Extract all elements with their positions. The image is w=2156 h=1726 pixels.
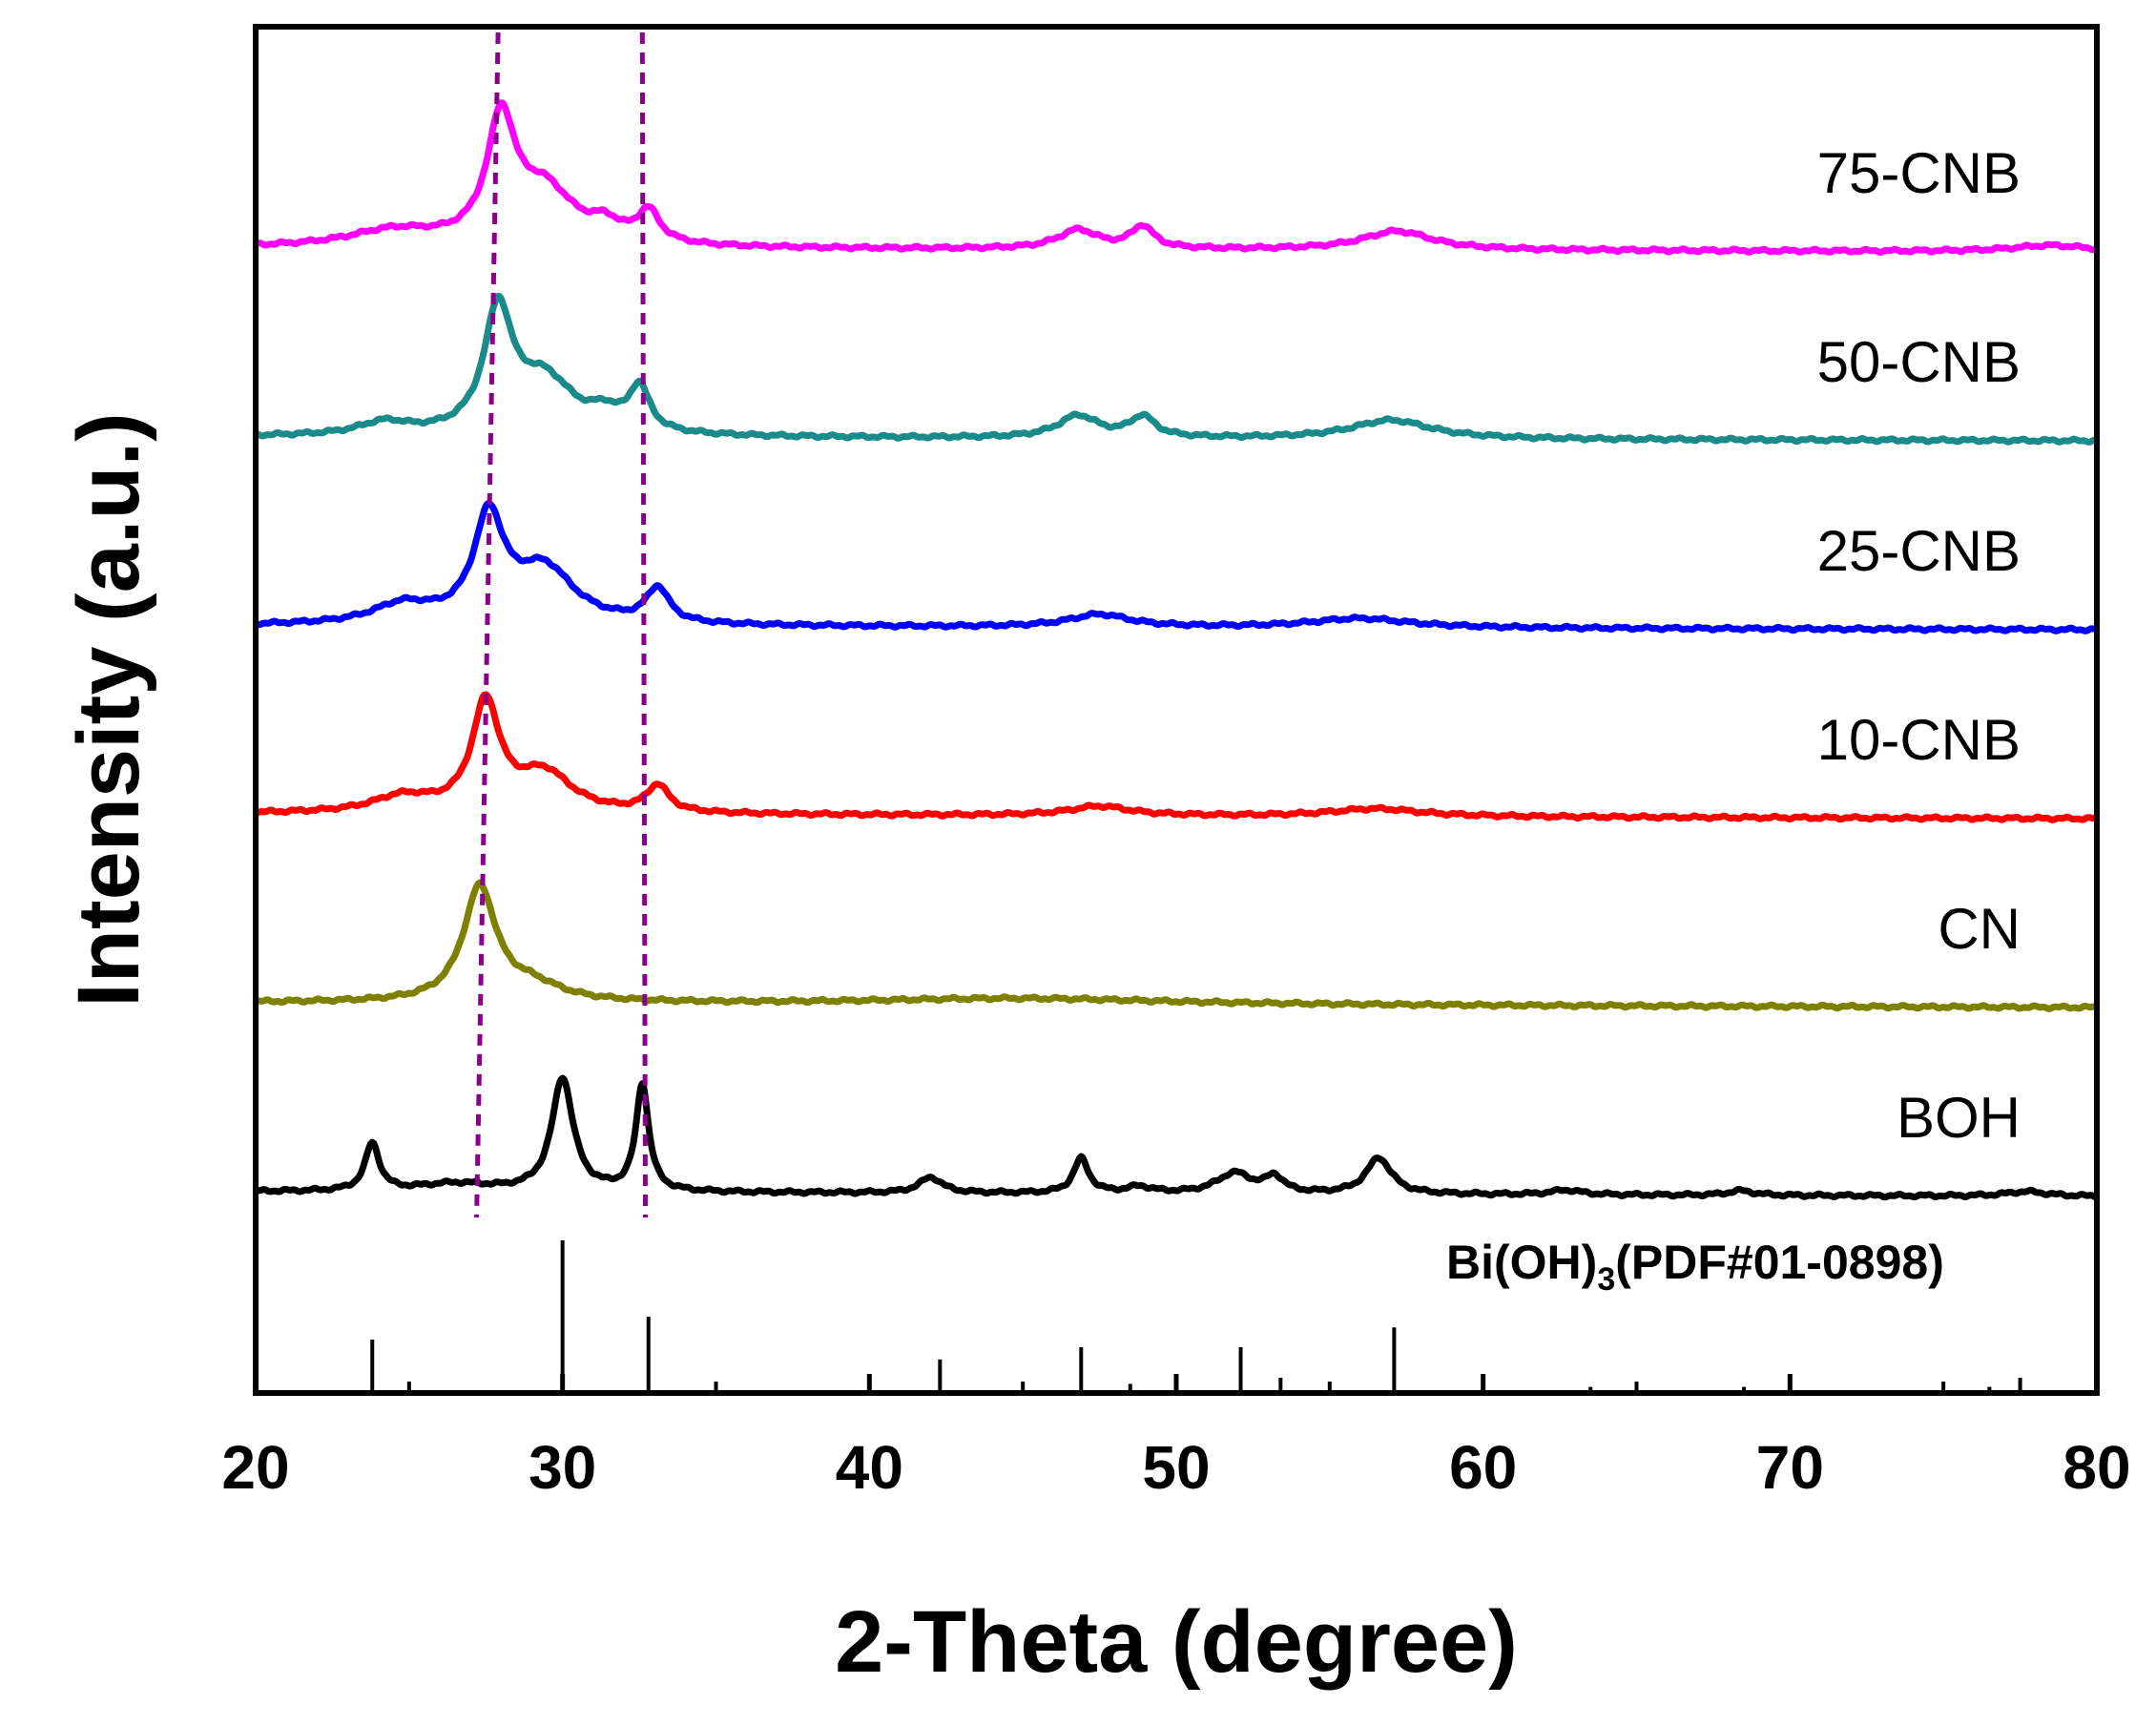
series-label-25-cnb: 25-CNB	[1817, 519, 2021, 583]
guide-1	[474, 31, 501, 1218]
series-label-10-cnb: 10-CNB	[1817, 708, 2021, 772]
y-axis-label: Intensity (a.u.)	[60, 412, 157, 1008]
guide-layer	[474, 31, 649, 1218]
series-label-cn: CN	[1938, 897, 2021, 961]
reference-layer	[370, 1240, 2022, 1393]
series-line-50-cnb	[254, 292, 2099, 446]
reference-label-card: (PDF#01-0898)	[1615, 1236, 1944, 1289]
x-tick-label: 50	[1142, 1433, 1210, 1502]
series-label-50-cnb: 50-CNB	[1817, 330, 2021, 394]
x-tick-label: 70	[1756, 1433, 1824, 1502]
series-line-75-cnb	[254, 99, 2099, 256]
reference-label-main: Bi(OH)	[1446, 1236, 1597, 1289]
guide-2	[639, 31, 649, 1218]
series-line-25-cnb	[254, 500, 2099, 634]
series-label-75-cnb: 75-CNB	[1817, 141, 2021, 205]
reference-label-subscript: 3	[1597, 1261, 1615, 1298]
x-axis: 20 30 40 50 60 70 80	[221, 1374, 2131, 1502]
series-label-boh: BOH	[1897, 1086, 2021, 1150]
x-tick-label: 80	[2063, 1433, 2130, 1502]
reference-label: Bi(OH)3(PDF#01-0898)	[1446, 1236, 1944, 1298]
series-layer: 75-CNB 50-CNB 25-CNB 10-CNB CN BOH	[254, 99, 2099, 1201]
x-tick-label: 20	[221, 1433, 289, 1502]
series-line-boh	[254, 1074, 2099, 1201]
series-line-cn	[254, 879, 2099, 1012]
x-axis-label: 2-Theta (degree)	[835, 1593, 1518, 1691]
x-tick-label: 60	[1449, 1433, 1517, 1502]
x-tick-label: 40	[836, 1433, 903, 1502]
series-line-10-cnb	[254, 691, 2099, 823]
x-tick-label: 30	[529, 1433, 596, 1502]
